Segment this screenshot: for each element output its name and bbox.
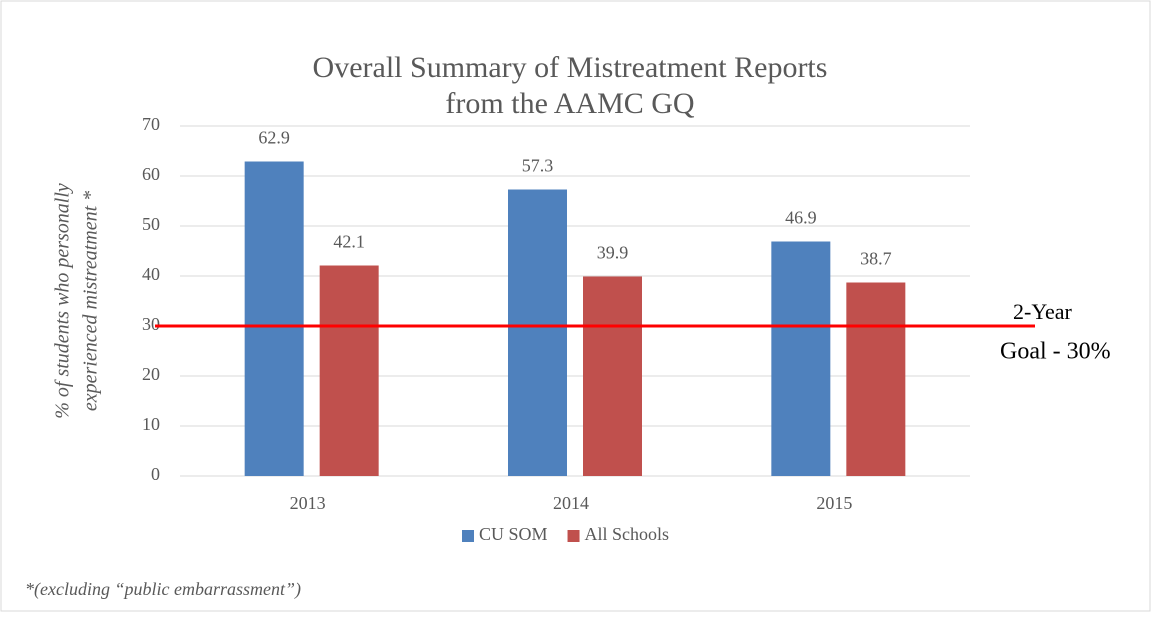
y-axis-label: experienced mistreatment *	[80, 191, 102, 411]
data-label: 38.7	[860, 249, 892, 269]
legend-label: CU SOM	[479, 524, 548, 544]
y-tick-label: 40	[142, 264, 160, 284]
legend-swatch	[567, 530, 580, 542]
data-label: 39.9	[597, 243, 629, 263]
y-tick-label: 30	[142, 314, 160, 334]
bar	[583, 276, 642, 476]
data-label: 57.3	[522, 156, 554, 176]
y-axis-label: % of students who personally	[52, 183, 74, 419]
y-tick-label: 70	[142, 114, 160, 134]
bar	[846, 282, 906, 476]
y-tick-label: 20	[142, 364, 160, 384]
y-tick-label: 0	[151, 464, 160, 484]
bar	[508, 189, 567, 476]
goal-annotation: Goal - 30%	[1000, 339, 1111, 365]
data-label: 42.1	[333, 232, 365, 252]
chart-title: from the AAMC GQ	[445, 87, 694, 120]
data-label: 62.9	[258, 128, 290, 148]
bar	[771, 241, 831, 476]
legend-label: All Schools	[585, 524, 670, 544]
y-tick-label: 10	[142, 414, 160, 434]
data-label: 46.9	[785, 208, 817, 228]
goal-annotation: 2-Year	[1013, 299, 1073, 324]
chart-title: Overall Summary of Mistreatment Reports	[313, 51, 828, 84]
footnote: *(excluding “public embarrassment”)	[25, 579, 301, 600]
x-tick-label: 2013	[290, 493, 326, 513]
x-tick-label: 2015	[816, 493, 852, 513]
legend-swatch	[462, 530, 474, 542]
bar	[244, 161, 304, 476]
y-tick-label: 50	[142, 214, 160, 234]
bar	[319, 265, 379, 476]
x-tick-label: 2014	[553, 493, 589, 513]
y-tick-label: 60	[142, 164, 160, 184]
